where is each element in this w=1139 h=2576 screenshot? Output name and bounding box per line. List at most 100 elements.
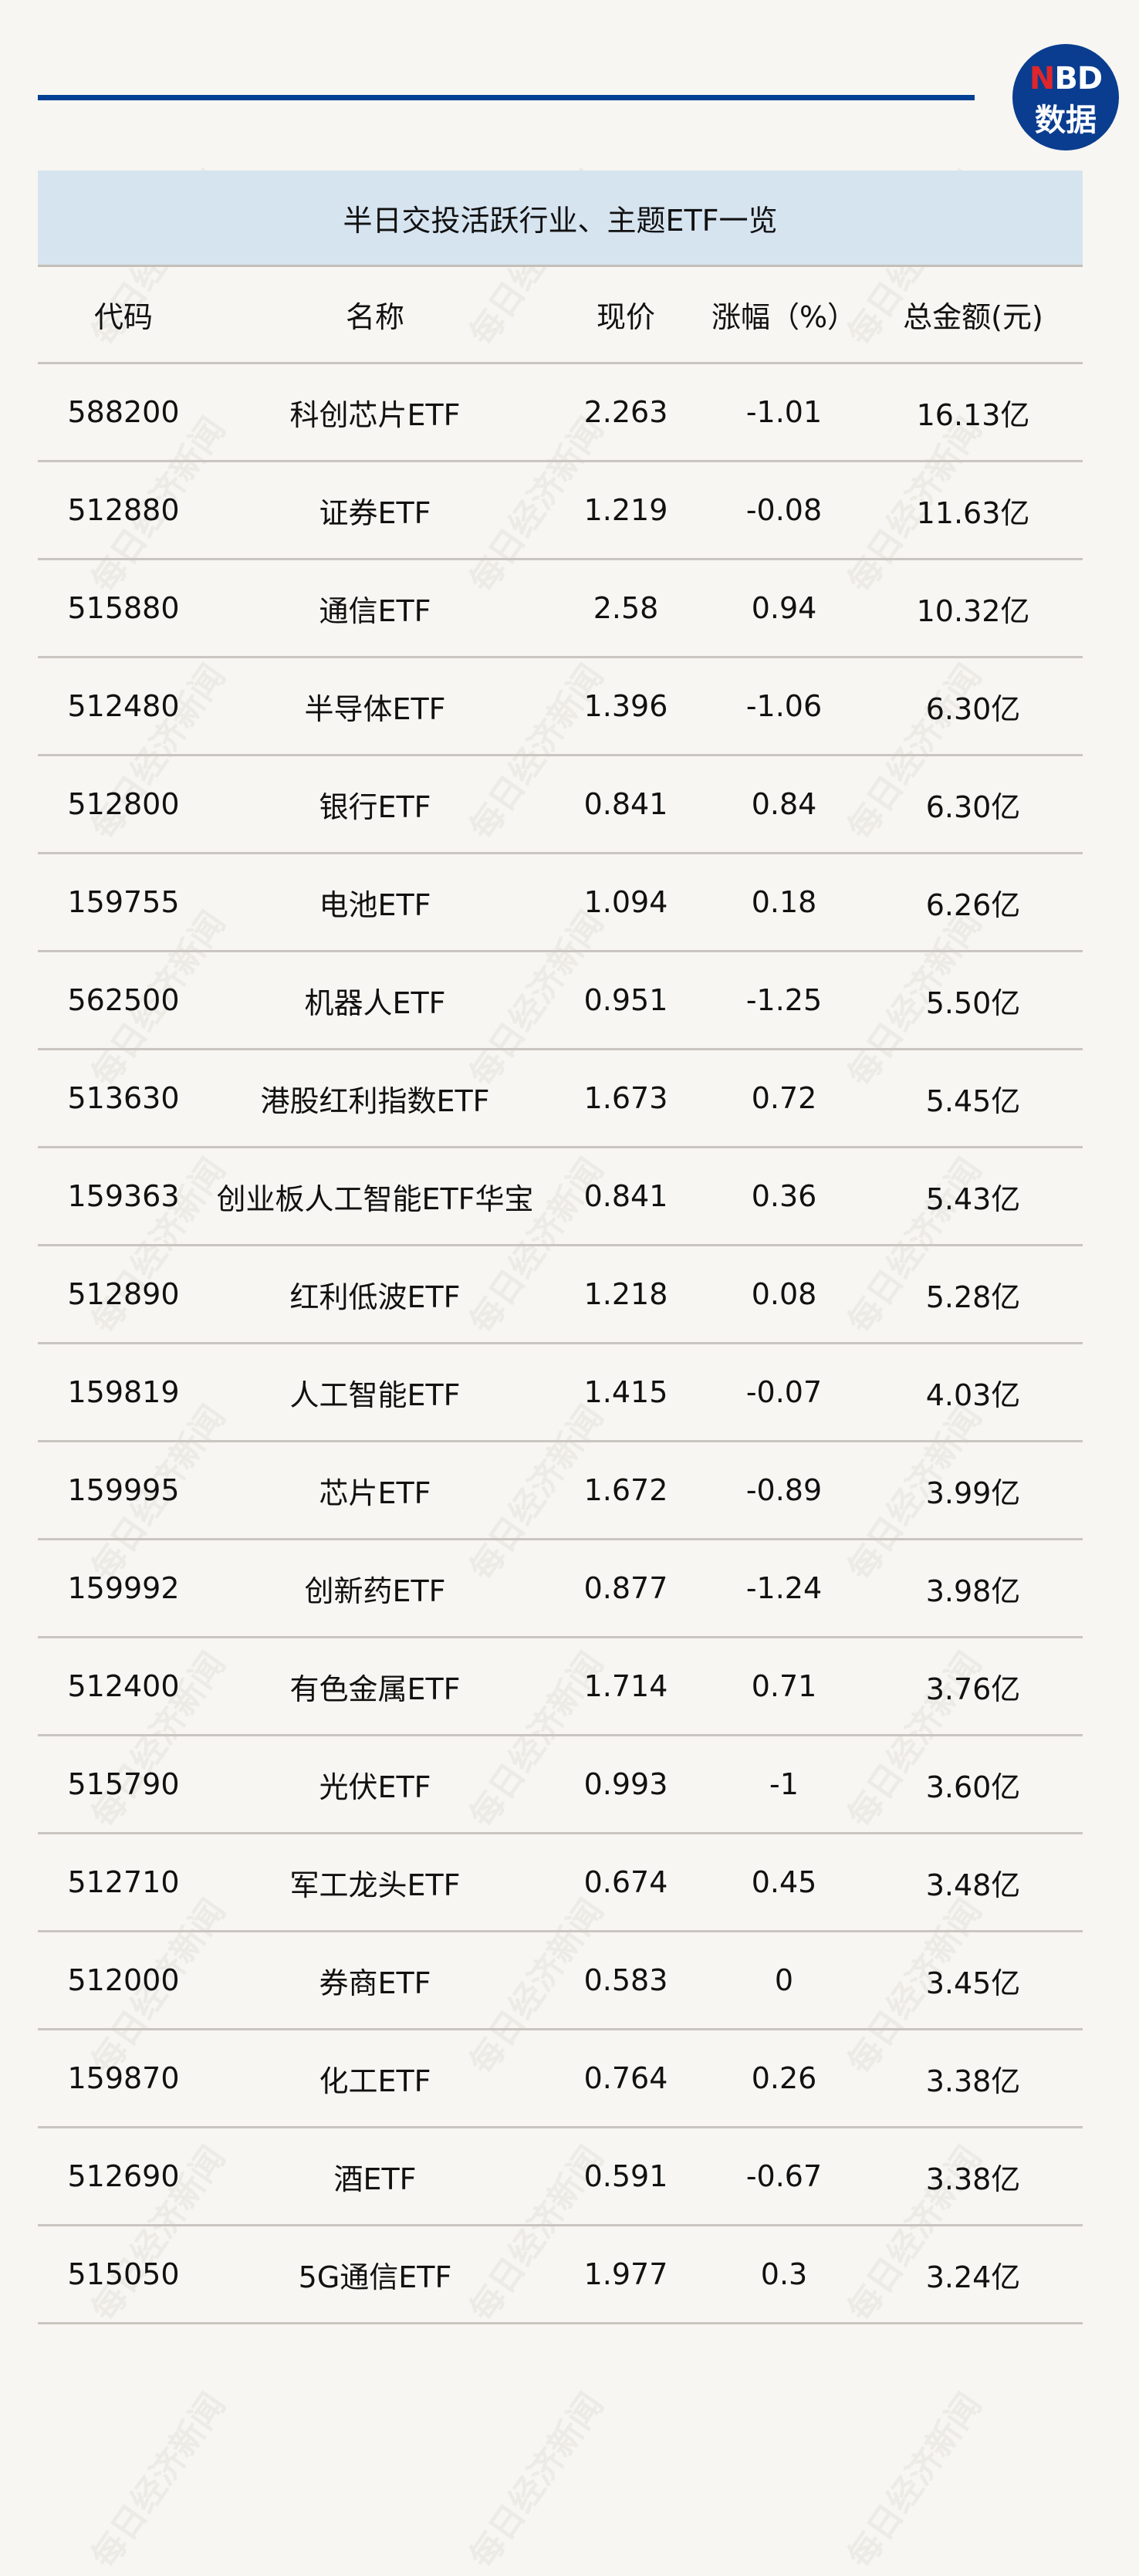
cell-name: 港股红利指数ETF bbox=[260, 1083, 490, 1118]
header-name: 名称 bbox=[345, 300, 404, 334]
cell-amount: 3.76亿 bbox=[925, 1672, 1021, 1706]
cell-code: 588200 bbox=[67, 395, 180, 429]
cell-amount: 4.03亿 bbox=[925, 1378, 1021, 1412]
cell-price: 1.673 bbox=[583, 1081, 668, 1115]
cell-code: 512890 bbox=[67, 1277, 180, 1311]
table-row: 512800 银行ETF 0.841 0.84 6.30亿 bbox=[38, 756, 1083, 854]
cell-price: 0.993 bbox=[583, 1767, 668, 1801]
cell-code: 159819 bbox=[67, 1375, 180, 1409]
cell-price: 0.951 bbox=[583, 983, 668, 1017]
table-row: 159755 电池ETF 1.094 0.18 6.26亿 bbox=[38, 854, 1083, 952]
cell-name: 创业板人工智能ETF华宝 bbox=[216, 1182, 534, 1216]
cell-price: 2.263 bbox=[583, 395, 668, 429]
table-row: 515050 5G通信ETF 1.977 0.3 3.24亿 bbox=[38, 2226, 1083, 2324]
cell-name: 光伏ETF bbox=[319, 1770, 431, 1804]
cell-price: 0.877 bbox=[583, 1571, 668, 1605]
cell-price: 0.583 bbox=[583, 1963, 668, 1997]
table-row: 512480 半导体ETF 1.396 -1.06 6.30亿 bbox=[38, 658, 1083, 756]
cell-change: -0.89 bbox=[745, 1473, 823, 1507]
header-accent-line bbox=[38, 95, 975, 100]
cell-price: 1.714 bbox=[583, 1669, 668, 1703]
cell-change: -0.67 bbox=[745, 2159, 823, 2193]
cell-code: 159992 bbox=[67, 1571, 180, 1605]
table-row: 515880 通信ETF 2.58 0.94 10.32亿 bbox=[38, 560, 1083, 658]
cell-change: 0.71 bbox=[751, 1669, 817, 1703]
cell-change: -1.01 bbox=[745, 395, 823, 429]
cell-amount: 5.50亿 bbox=[925, 985, 1021, 1020]
cell-change: -1 bbox=[769, 1767, 799, 1801]
cell-change: -1.25 bbox=[745, 983, 823, 1017]
cell-change: 0.3 bbox=[760, 2257, 808, 2291]
cell-amount: 3.38亿 bbox=[925, 2064, 1021, 2098]
table-row: 512400 有色金属ETF 1.714 0.71 3.76亿 bbox=[38, 1638, 1083, 1736]
cell-price: 1.094 bbox=[583, 885, 668, 919]
cell-code: 159363 bbox=[67, 1179, 180, 1213]
cell-change: 0.26 bbox=[751, 2061, 817, 2095]
cell-code: 512400 bbox=[67, 1669, 180, 1703]
table-row: 515790 光伏ETF 0.993 -1 3.60亿 bbox=[38, 1736, 1083, 1834]
cell-name: 创新药ETF bbox=[304, 1574, 446, 1608]
table-row: 159363 创业板人工智能ETF华宝 0.841 0.36 5.43亿 bbox=[38, 1148, 1083, 1246]
cell-price: 1.977 bbox=[583, 2257, 668, 2291]
table-row: 562500 机器人ETF 0.951 -1.25 5.50亿 bbox=[38, 952, 1083, 1050]
header-change: 涨幅（%） bbox=[711, 300, 857, 334]
cell-name: 机器人ETF bbox=[304, 985, 446, 1020]
cell-price: 0.841 bbox=[583, 1179, 668, 1213]
cell-change: 0.36 bbox=[751, 1179, 817, 1213]
cell-change: 0.45 bbox=[751, 1865, 817, 1899]
cell-code: 512800 bbox=[67, 787, 180, 821]
table-row: 512710 军工龙头ETF 0.674 0.45 3.48亿 bbox=[38, 1834, 1083, 1932]
cell-code: 512000 bbox=[67, 1963, 180, 1997]
cell-name: 芯片ETF bbox=[319, 1476, 431, 1510]
cell-code: 512480 bbox=[67, 689, 180, 723]
table-row: 159819 人工智能ETF 1.415 -0.07 4.03亿 bbox=[38, 1344, 1083, 1442]
watermark-text: 每日经济新闻 bbox=[84, 2385, 234, 2576]
cell-amount: 3.99亿 bbox=[925, 1476, 1021, 1510]
table-row: 512880 证券ETF 1.219 -0.08 11.63亿 bbox=[38, 462, 1083, 560]
cell-amount: 16.13亿 bbox=[916, 397, 1030, 432]
cell-name: 券商ETF bbox=[319, 1966, 431, 2000]
watermark-text: 每日经济新闻 bbox=[462, 2385, 612, 2576]
table-row: 588200 科创芯片ETF 2.263 -1.01 16.13亿 bbox=[38, 364, 1083, 462]
table-row: 159995 芯片ETF 1.672 -0.89 3.99亿 bbox=[38, 1442, 1083, 1540]
cell-name: 化工ETF bbox=[319, 2064, 431, 2098]
cell-code: 515050 bbox=[67, 2257, 180, 2291]
cell-change: -1.06 bbox=[745, 689, 823, 723]
cell-change: 0.94 bbox=[751, 591, 817, 625]
cell-name: 5G通信ETF bbox=[298, 2260, 452, 2294]
cell-price: 1.218 bbox=[583, 1277, 668, 1311]
cell-code: 515790 bbox=[67, 1767, 180, 1801]
cell-amount: 6.26亿 bbox=[925, 887, 1021, 922]
cell-code: 159755 bbox=[67, 885, 180, 919]
cell-name: 电池ETF bbox=[319, 887, 431, 922]
cell-name: 半导体ETF bbox=[304, 691, 446, 726]
cell-amount: 5.45亿 bbox=[925, 1083, 1021, 1118]
cell-price: 1.415 bbox=[583, 1375, 668, 1409]
table-row: 513630 港股红利指数ETF 1.673 0.72 5.45亿 bbox=[38, 1050, 1083, 1148]
cell-name: 科创芯片ETF bbox=[289, 397, 461, 432]
cell-change: -0.08 bbox=[745, 493, 823, 527]
cell-amount: 3.48亿 bbox=[925, 1868, 1021, 1902]
cell-price: 2.58 bbox=[593, 591, 659, 625]
cell-price: 0.841 bbox=[583, 787, 668, 821]
cell-amount: 6.30亿 bbox=[925, 691, 1021, 726]
cell-amount: 5.28亿 bbox=[925, 1280, 1021, 1314]
cell-name: 通信ETF bbox=[319, 593, 431, 628]
cell-price: 1.219 bbox=[583, 493, 668, 527]
cell-price: 1.396 bbox=[583, 689, 668, 723]
table-row: 512690 酒ETF 0.591 -0.67 3.38亿 bbox=[38, 2128, 1083, 2226]
cell-name: 证券ETF bbox=[319, 495, 431, 530]
cell-amount: 5.43亿 bbox=[925, 1182, 1021, 1216]
cell-name: 酒ETF bbox=[333, 2162, 417, 2196]
table-row: 159992 创新药ETF 0.877 -1.24 3.98亿 bbox=[38, 1540, 1083, 1638]
table-row: 159870 化工ETF 0.764 0.26 3.38亿 bbox=[38, 2030, 1083, 2128]
header-code: 代码 bbox=[93, 300, 153, 334]
cell-price: 0.591 bbox=[583, 2159, 668, 2193]
cell-code: 512690 bbox=[67, 2159, 180, 2193]
cell-change: 0.08 bbox=[751, 1277, 817, 1311]
cell-code: 512710 bbox=[67, 1865, 180, 1899]
cell-name: 军工龙头ETF bbox=[289, 1868, 461, 1902]
etf-table: 代码 名称 现价 涨幅（%） 总金额(元) 588200 科创芯片ETF 2.263… bbox=[38, 267, 1083, 2324]
table-row: 512890 红利低波ETF 1.218 0.08 5.28亿 bbox=[38, 1246, 1083, 1344]
logo-subtitle: 数据 bbox=[1035, 103, 1097, 138]
